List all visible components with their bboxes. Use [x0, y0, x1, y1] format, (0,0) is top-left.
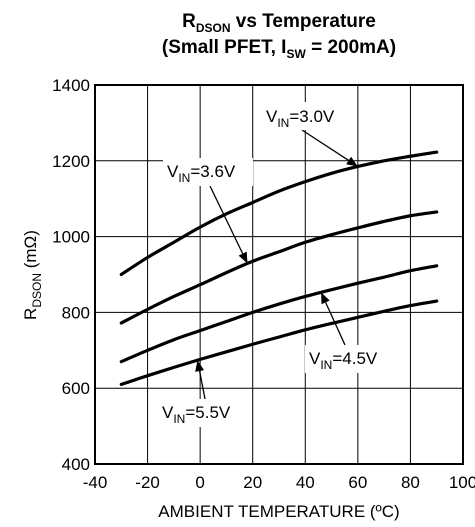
annotation-vin-5-5-box	[158, 399, 248, 427]
annotation-vin-4-5-text: VIN=4.5V	[309, 349, 378, 372]
x-tick-label: 60	[348, 473, 367, 492]
annotation-arrowhead	[238, 251, 248, 264]
y-tick-label: 600	[62, 379, 90, 398]
plot-frame	[94, 84, 464, 465]
series-line-vin-4-5	[119, 264, 439, 364]
y-tick-label: 1400	[52, 76, 90, 95]
chart-title: RDSON vs Temperature	[182, 11, 376, 35]
series-group	[119, 150, 439, 387]
y-tick-label: 1000	[52, 228, 90, 247]
annotation-vin-3-0: VIN=3.0V	[262, 102, 352, 130]
annotation-vin-4-5: VIN=4.5V	[305, 345, 395, 373]
x-tick-label: 80	[401, 473, 420, 492]
annotation-arrow-line	[301, 129, 350, 162]
y-tick-labels: 400 600 800 1000 1200 1400	[52, 76, 90, 474]
annotation-vin-3-0-text: VIN=3.0V	[266, 107, 335, 130]
annotation-arrowhead	[346, 156, 358, 167]
series-line-vin-3-6	[119, 210, 439, 325]
x-tick-label: 100	[449, 473, 475, 492]
annotation-vin-5-5: VIN=5.5V	[158, 399, 248, 427]
annotation-vin-3-0-box	[262, 102, 352, 130]
y-axis-label: RDSON (mΩ)	[21, 230, 44, 320]
x-tick-labels: -40 -20 0 20 40 60 80 100	[83, 473, 475, 492]
series-line-vin-5-5	[119, 299, 439, 387]
annotation-vin-3-6: VIN=3.6V	[163, 158, 253, 186]
annotation-arrows	[195, 129, 358, 400]
annotation-arrow-line	[209, 185, 244, 254]
y-tick-label: 1200	[52, 152, 90, 171]
x-tick-label: -20	[135, 473, 160, 492]
x-tick-label: 20	[243, 473, 262, 492]
annotation-vin-4-5-box	[305, 345, 395, 373]
x-axis-label: AMBIENT TEMPERATURE (ºC)	[158, 502, 399, 521]
annotation-vin-3-6-box	[163, 158, 253, 186]
y-tick-label: 800	[62, 303, 90, 322]
annotation-arrow-line	[325, 302, 346, 346]
y-tick-label: 400	[62, 455, 90, 474]
annotation-arrowhead	[321, 292, 330, 305]
grid	[95, 85, 463, 464]
x-tick-label: 40	[296, 473, 315, 492]
x-tick-label: -40	[83, 473, 108, 492]
chart-subtitle: (Small PFET, ISW = 200mA)	[162, 37, 396, 61]
annotation-arrowhead	[195, 360, 205, 372]
annotation-vin-5-5-text: VIN=5.5V	[162, 403, 231, 426]
x-tick-label: 0	[195, 473, 204, 492]
series-line-vin-3-0	[119, 150, 439, 277]
annotation-arrow-line	[198, 370, 206, 400]
annotation-vin-3-6-text: VIN=3.6V	[167, 162, 236, 185]
